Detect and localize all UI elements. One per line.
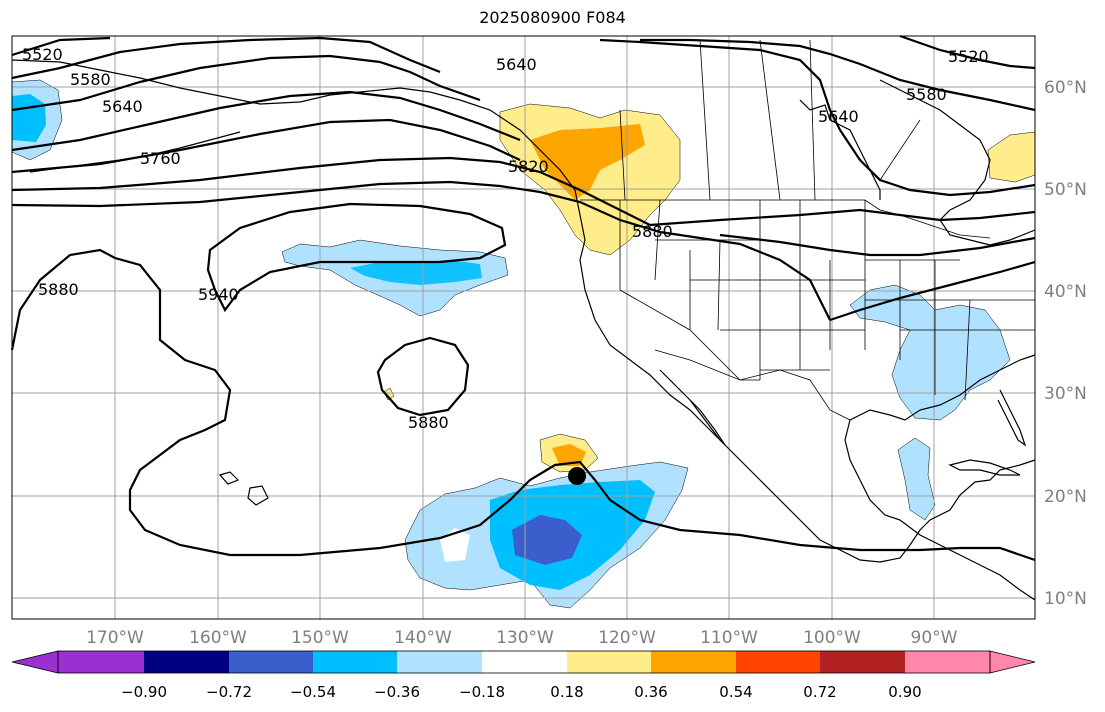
lon-tick-170w: 170°W [86, 628, 144, 648]
colorbar-segment [651, 651, 736, 673]
contour-labels: 5520 5580 5640 5760 5820 5880 5940 5640 … [22, 45, 989, 432]
lon-tick-labels: 170°W 160°W 150°W 140°W 130°W 120°W 110°… [86, 628, 958, 648]
contour-label-5880-west: 5880 [38, 280, 79, 299]
height-contours [10, 34, 1036, 562]
colorbar-tick-label: −0.54 [290, 683, 336, 701]
contour-label-5520-west: 5520 [22, 45, 63, 64]
colorbar-segment [482, 651, 567, 673]
lat-tick-50n: 50°N [1044, 180, 1087, 200]
lat-tick-40n: 40°N [1044, 282, 1087, 302]
colorbar-segment [144, 651, 229, 673]
colorbar-extend-max [989, 650, 1036, 674]
map-panel: 5520 5580 5640 5760 5820 5880 5940 5640 … [10, 34, 1036, 620]
contour-label-5520-east: 5520 [948, 47, 989, 66]
contour-label-5640-east: 5640 [818, 107, 859, 126]
lon-tick-110w: 110°W [700, 628, 758, 648]
colorbar-segment [567, 651, 651, 673]
colorbar-tick-label: 0.90 [888, 683, 921, 701]
lat-tick-20n: 20°N [1044, 487, 1087, 507]
lon-tick-120w: 120°W [598, 628, 656, 648]
colorbar-extend-min [11, 650, 59, 674]
colorbar-tick-label: −0.90 [121, 683, 167, 701]
colorbar-segment [397, 651, 482, 673]
lon-tick-100w: 100°W [803, 628, 861, 648]
colorbar-tick-label: 0.54 [719, 683, 752, 701]
contour-label-5880-coast: 5880 [632, 222, 673, 241]
map-title: 2025080900 F084 [479, 8, 626, 27]
lat-tick-10n: 10°N [1044, 589, 1087, 609]
contour-label-5640-west: 5640 [102, 97, 143, 116]
lat-tick-labels: 60°N 50°N 40°N 30°N 20°N 10°N [1044, 78, 1087, 609]
position-marker [568, 467, 586, 485]
lon-tick-130w: 130°W [496, 628, 554, 648]
contour-label-5820: 5820 [508, 157, 549, 176]
colorbar-segment [905, 651, 990, 673]
lon-tick-160w: 160°W [189, 628, 247, 648]
lat-tick-60n: 60°N [1044, 78, 1087, 98]
contour-label-5580-west: 5580 [70, 70, 111, 89]
colorbar-tick-label: −0.72 [206, 683, 252, 701]
contour-label-5640-north: 5640 [496, 55, 537, 74]
contour-label-5880-ring: 5880 [408, 413, 449, 432]
negative-anomaly-shading [11, 79, 1011, 609]
contour-label-5580-east: 5580 [906, 85, 947, 104]
colorbar-segment [736, 651, 820, 673]
political-borders [580, 39, 1035, 421]
lon-tick-150w: 150°W [291, 628, 349, 648]
colorbar-segment [229, 651, 313, 673]
map-gridlines [12, 36, 1035, 619]
colorbar-tick-label: 0.72 [803, 683, 836, 701]
lat-tick-30n: 30°N [1044, 384, 1087, 404]
map-frame [11, 35, 1036, 620]
colorbar-outline [57, 650, 991, 674]
contour-label-5940: 5940 [198, 285, 239, 304]
lon-tick-90w: 90°W [911, 628, 958, 648]
colorbar-tick-label: −0.36 [374, 683, 420, 701]
colorbar-tick-label: −0.18 [459, 683, 505, 701]
contour-label-5760: 5760 [140, 149, 181, 168]
colorbar-tick-label: 0.18 [550, 683, 583, 701]
lon-tick-140w: 140°W [394, 628, 452, 648]
colorbar-segment [58, 651, 144, 673]
colorbar: −0.90 −0.72 −0.54 −0.36 −0.18 0.18 0.36 … [11, 650, 1036, 701]
colorbar-tick-label: 0.36 [634, 683, 667, 701]
colorbar-segment [313, 651, 397, 673]
colorbar-segment [820, 651, 905, 673]
